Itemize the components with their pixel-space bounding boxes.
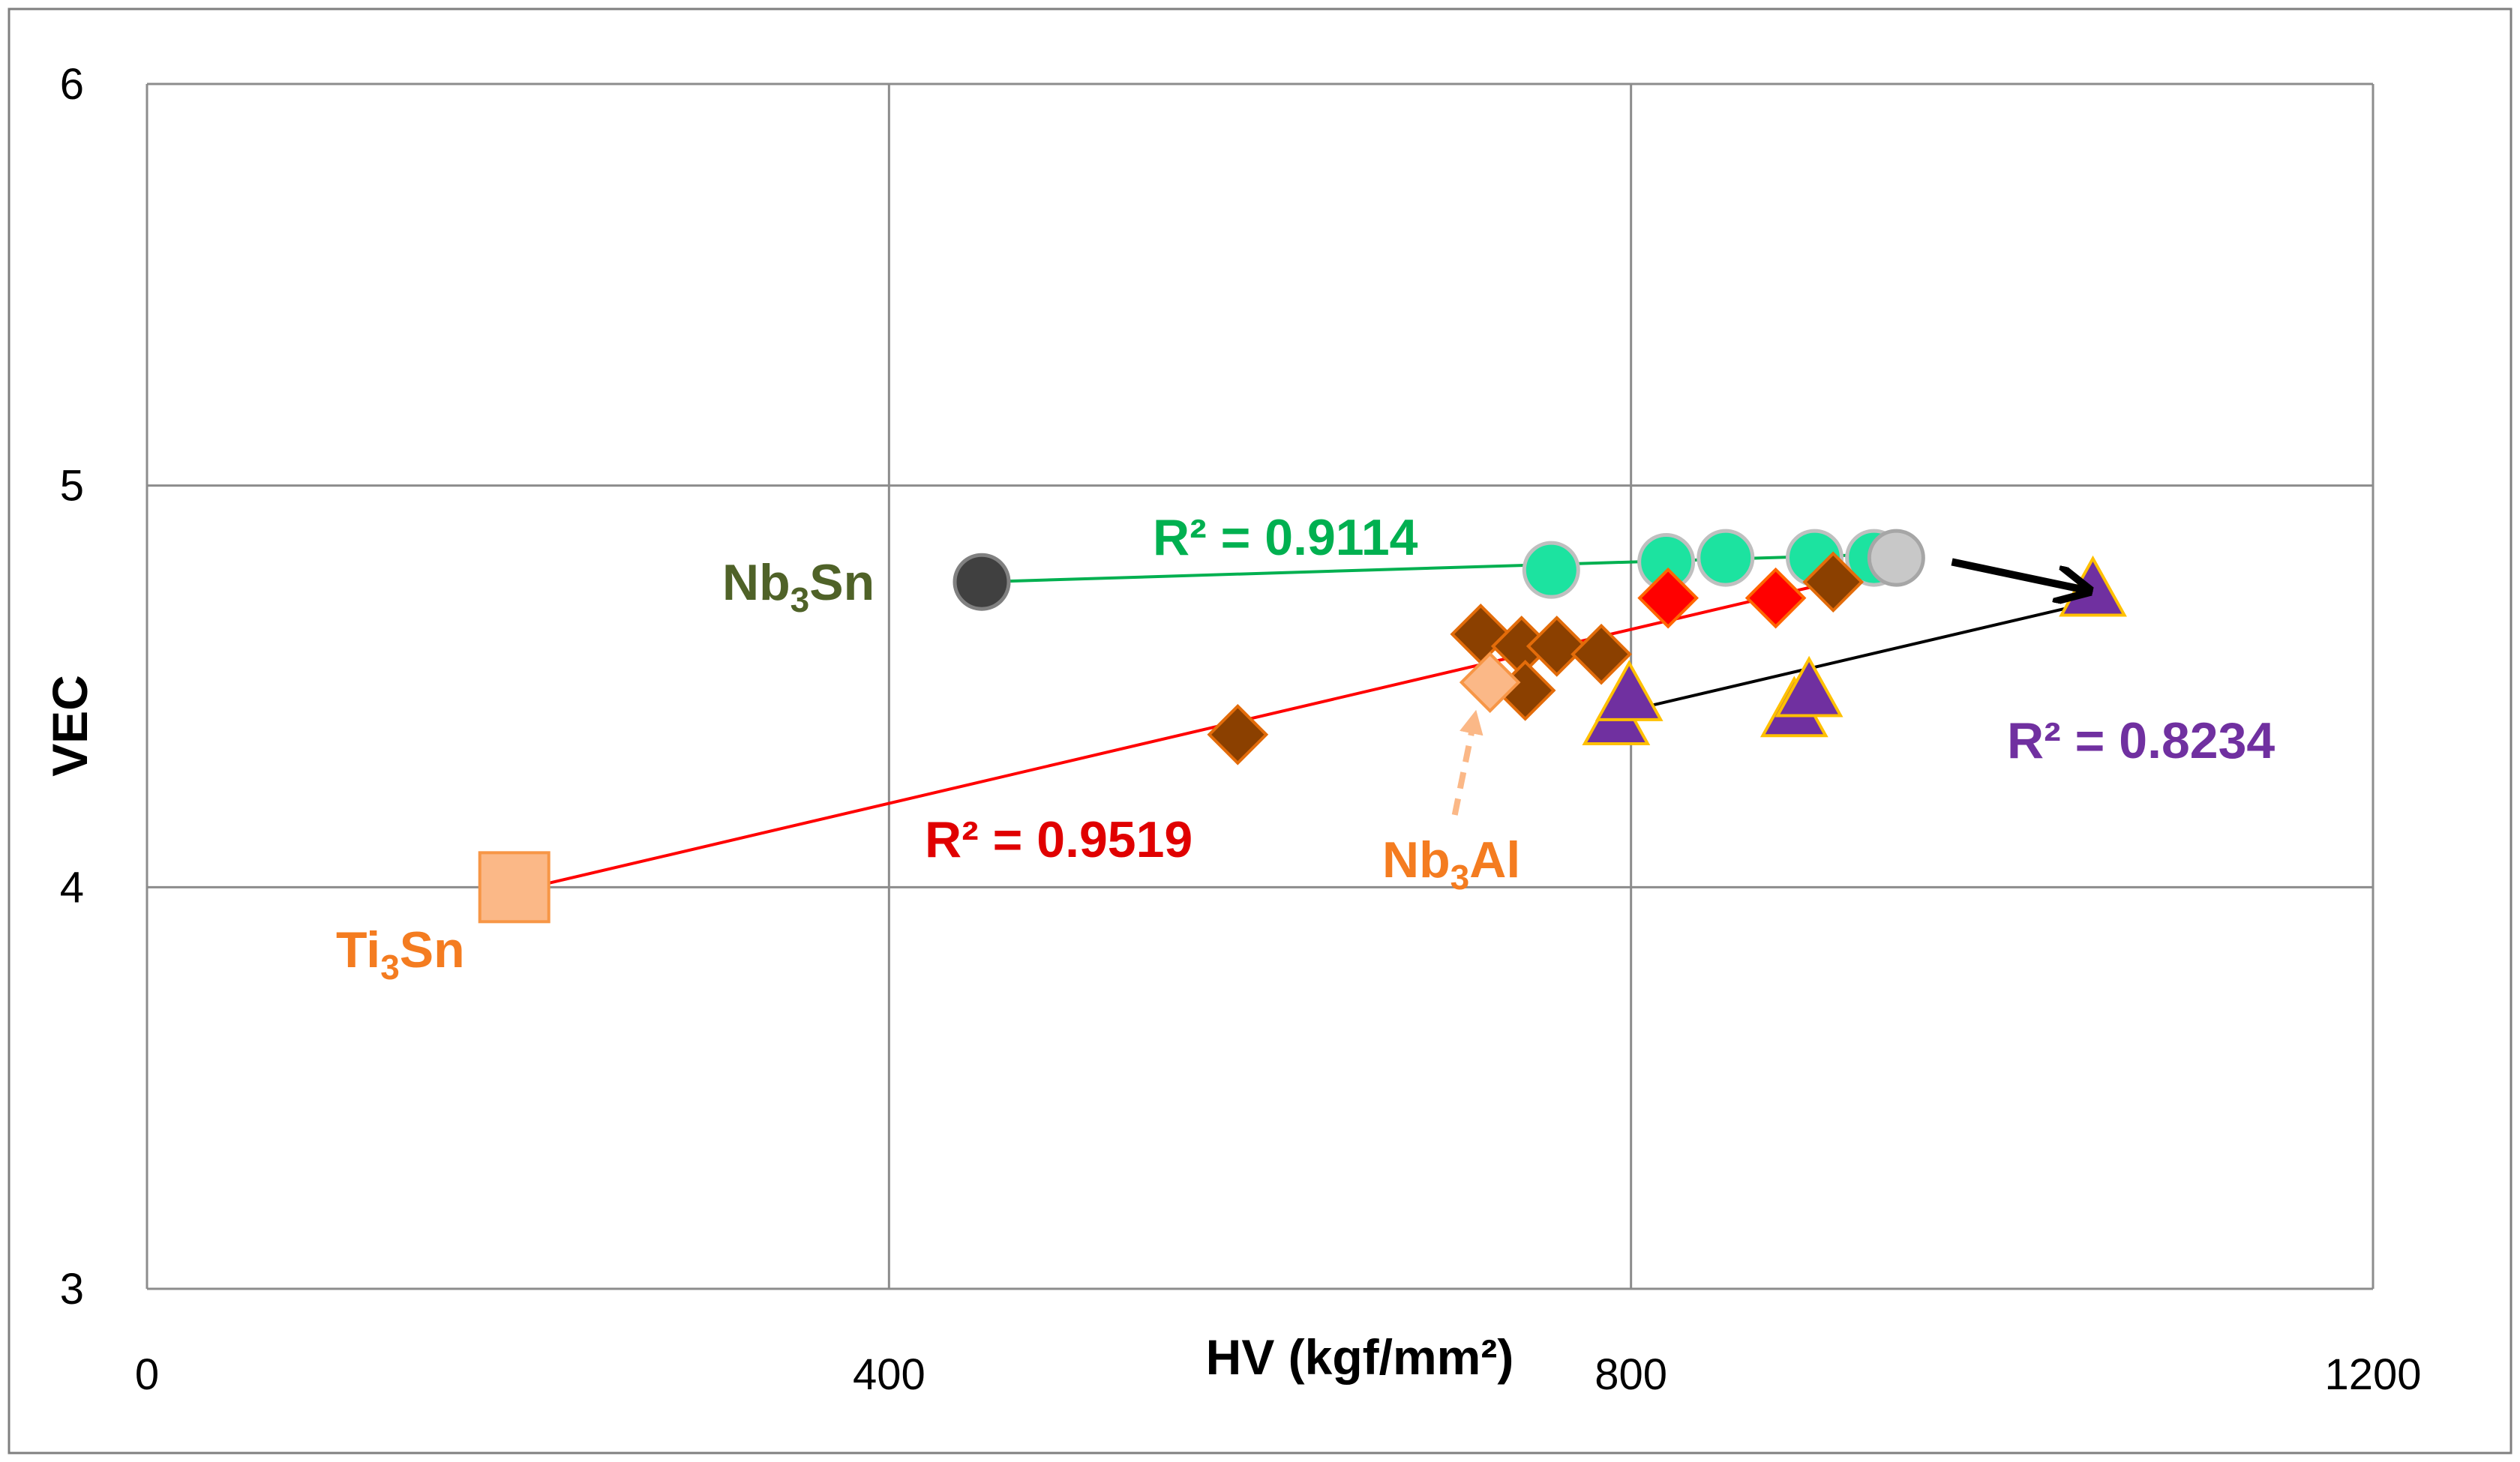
point-red-diamonds-0 xyxy=(1637,567,1699,629)
point-nb3al-reference-0 xyxy=(1459,652,1521,713)
data-points xyxy=(478,529,2127,924)
nb3sn-label: Nb3Sn xyxy=(722,554,874,619)
tick-labels: 0 400 800 1200 3 4 5 6 xyxy=(60,60,2422,1399)
nb3al-label: Nb3Al xyxy=(1382,831,1520,897)
x-tick-label-800: 800 xyxy=(1594,1350,1667,1399)
trendline-red-fit xyxy=(514,580,1834,893)
point-red-diamonds-1 xyxy=(1744,567,1807,629)
chart-frame xyxy=(8,7,2512,1455)
point-purple-triangles-3 xyxy=(1774,655,1844,718)
point-purple-triangles-1 xyxy=(1594,660,1664,721)
nb3al-arrow xyxy=(1451,709,1484,816)
x-tick-label-0: 0 xyxy=(135,1350,159,1399)
point-green-circles-2 xyxy=(1696,529,1755,587)
point-brown-diamonds-6 xyxy=(1802,551,1864,613)
r2-green-label: R² = 0.9114 xyxy=(1153,509,1418,566)
point-green-circles-0 xyxy=(1522,541,1580,599)
y-axis-title: VEC xyxy=(42,675,98,777)
x-tick-label-400: 400 xyxy=(853,1350,926,1399)
x-tick-label-1200: 1200 xyxy=(2324,1350,2421,1399)
point-brown-diamonds-4 xyxy=(1526,616,1588,677)
y-tick-label-5: 5 xyxy=(60,462,84,511)
point-ti3sn-reference-0 xyxy=(478,851,550,924)
y-tick-label-6: 6 xyxy=(60,60,84,109)
point-brown-diamonds-0 xyxy=(1207,703,1269,765)
r2-red-label: R² = 0.9519 xyxy=(925,811,1192,868)
ti3sn-label: Ti3Sn xyxy=(336,921,465,987)
x-axis-title: HV (kgf/mm²) xyxy=(1206,1329,1514,1385)
y-tick-label-4: 4 xyxy=(60,863,84,912)
annotation-arrows xyxy=(1451,558,2086,816)
black-arrow xyxy=(1951,558,2086,589)
trendline-black-fit xyxy=(1612,601,2093,716)
r2-purple-label: R² = 0.8234 xyxy=(2007,712,2275,769)
point-brown-diamonds-5 xyxy=(1570,623,1632,685)
point-gray-circle-0 xyxy=(1867,529,1925,587)
point-nb3sn-reference-0 xyxy=(952,553,1011,611)
y-tick-label-3: 3 xyxy=(60,1265,84,1314)
grid-lines xyxy=(146,82,2374,1290)
